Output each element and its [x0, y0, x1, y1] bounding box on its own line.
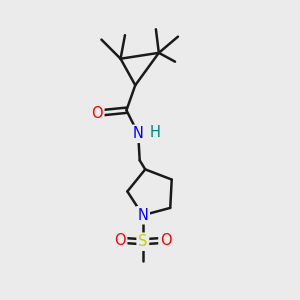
- Text: N: N: [133, 126, 144, 141]
- Text: O: O: [91, 106, 103, 121]
- Text: H: H: [149, 125, 160, 140]
- Text: S: S: [138, 234, 148, 249]
- Text: N: N: [137, 208, 148, 223]
- Text: O: O: [160, 233, 172, 248]
- Text: O: O: [114, 233, 126, 248]
